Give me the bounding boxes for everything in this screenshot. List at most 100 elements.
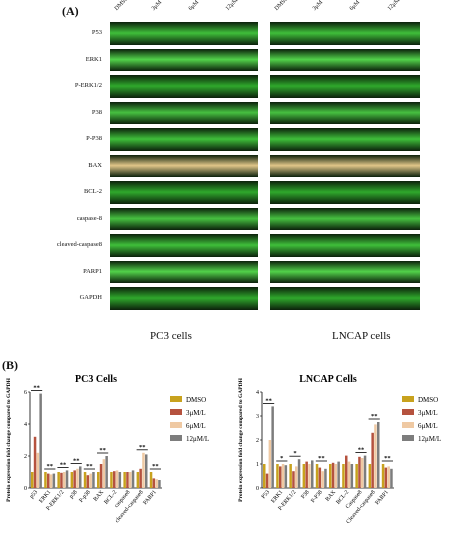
bar-8-0 [368, 464, 372, 488]
bar-4-0 [315, 464, 319, 488]
bar-4-3 [324, 468, 327, 488]
bar-9-0 [381, 464, 385, 488]
legend-label: 3μM/L [418, 409, 438, 417]
significance-label: ** [358, 447, 365, 454]
blot-strip-pc3-10 [110, 287, 258, 310]
y-tick-label: 4 [256, 390, 259, 396]
bar-0-2 [36, 452, 40, 488]
significance-label: ** [60, 461, 67, 468]
y-tick-label: 6 [24, 390, 27, 396]
blot-strip-lncap-0 [270, 22, 420, 45]
x-tick-label: P53 [261, 489, 271, 500]
bar-5-0 [97, 472, 100, 488]
bar-7-0 [355, 464, 358, 488]
blot-strip-pc3-5 [110, 154, 258, 177]
x-tick-label: PARP1 [142, 489, 158, 506]
blot-strip-pc3-1 [110, 48, 258, 71]
blot-strip-lncap-3 [270, 101, 420, 124]
panel-a-letter: (A) [62, 4, 79, 18]
bar-6-1 [113, 471, 116, 488]
significance-label: ** [99, 447, 106, 454]
bar-6-1 [345, 455, 348, 488]
bar-7-0 [123, 472, 126, 488]
blot-strip-lncap-9 [270, 260, 420, 283]
blot-label-8: cleaved-caspase8 [56, 241, 102, 248]
blot-strip-pc3-0 [110, 22, 258, 45]
bar-7-3 [131, 470, 135, 488]
bar-3-3 [311, 460, 314, 488]
bar-4-2 [321, 471, 324, 488]
bar-2-3 [65, 470, 69, 488]
chart-title: PC3 Cells [75, 374, 117, 385]
significance-label: ** [384, 455, 391, 462]
bar-9-0 [149, 472, 153, 488]
bar-7-3 [363, 455, 367, 488]
bar-4-1 [318, 467, 322, 488]
significance-label: * [293, 450, 296, 457]
legend-label: 12μM/L [418, 435, 441, 443]
legend-label: DMSO [418, 396, 438, 404]
legend-swatch [170, 396, 182, 402]
bar-5-2 [334, 464, 338, 488]
legend-swatch [402, 409, 414, 415]
blot-label-5: BAX [88, 161, 102, 169]
y-tick-label: 0 [256, 486, 259, 492]
bar-3-2 [308, 464, 311, 488]
blot-label-1: ERK1 [85, 55, 102, 63]
bar-0-2 [268, 440, 272, 488]
blot-label-2: P-ERK1/2 [74, 82, 102, 89]
x-tick-label: p38 [69, 489, 79, 500]
bar-7-1 [358, 456, 361, 488]
legend-swatch [402, 435, 414, 441]
bar-4-3 [92, 472, 95, 488]
bar-1-2 [281, 464, 285, 488]
significance-label: ** [47, 463, 54, 470]
significance-label: ** [33, 385, 40, 392]
bar-2-0 [289, 464, 292, 488]
blot-strip-pc3-3 [110, 101, 258, 124]
blot-strip-pc3-6 [110, 181, 258, 204]
bar-8-0 [136, 472, 140, 488]
x-tick-label: p53 [29, 489, 39, 500]
bar-2-2 [63, 472, 66, 488]
blot-strip-lncap-1 [270, 48, 420, 71]
significance-label: ** [73, 457, 80, 464]
bar-6-3 [118, 472, 122, 488]
concentration-label: 3μM [311, 0, 324, 13]
legend-label: 3μM/L [186, 409, 206, 417]
blot-strip-lncap-2 [270, 75, 420, 98]
blot-strip-lncap-10 [270, 287, 420, 310]
blot-label-0: P53 [91, 29, 102, 36]
bar-0-3 [39, 393, 42, 488]
bar-5-0 [329, 464, 332, 488]
bar-0-1 [33, 436, 37, 488]
bar-1-1 [47, 473, 50, 488]
blot-label-9: PARP1 [83, 267, 102, 275]
bar-9-2 [155, 479, 158, 488]
bar-1-3 [284, 465, 288, 488]
concentration-label: 3μM [150, 0, 164, 13]
bar-4-1 [86, 475, 90, 488]
x-tick-label: PARP1 [374, 489, 390, 506]
y-tick-label: 4 [24, 422, 27, 428]
blot-strip-pc3-4 [110, 128, 258, 151]
significance-label: ** [371, 413, 378, 420]
panel-b-letter: (B) [2, 358, 18, 372]
bar-5-3 [105, 456, 108, 488]
bar-7-2 [129, 472, 132, 488]
concentration-label: 6μM [348, 0, 362, 13]
blot-strip-lncap-7 [270, 207, 420, 230]
bar-9-3 [158, 480, 161, 488]
bar-3-0 [70, 472, 74, 488]
bar-1-3 [52, 473, 56, 488]
bar-7-1 [126, 472, 129, 488]
blot-label-7: caspase-8 [76, 214, 102, 222]
bar-5-2 [102, 459, 106, 488]
blot-strip-pc3-9 [110, 260, 258, 283]
blot-label-10: GAPDH [79, 294, 102, 301]
bar-9-1 [384, 467, 388, 488]
bar-4-0 [83, 472, 87, 488]
bar-2-0 [57, 472, 60, 488]
significance-label: * [280, 455, 283, 462]
bar-8-3 [145, 454, 148, 488]
